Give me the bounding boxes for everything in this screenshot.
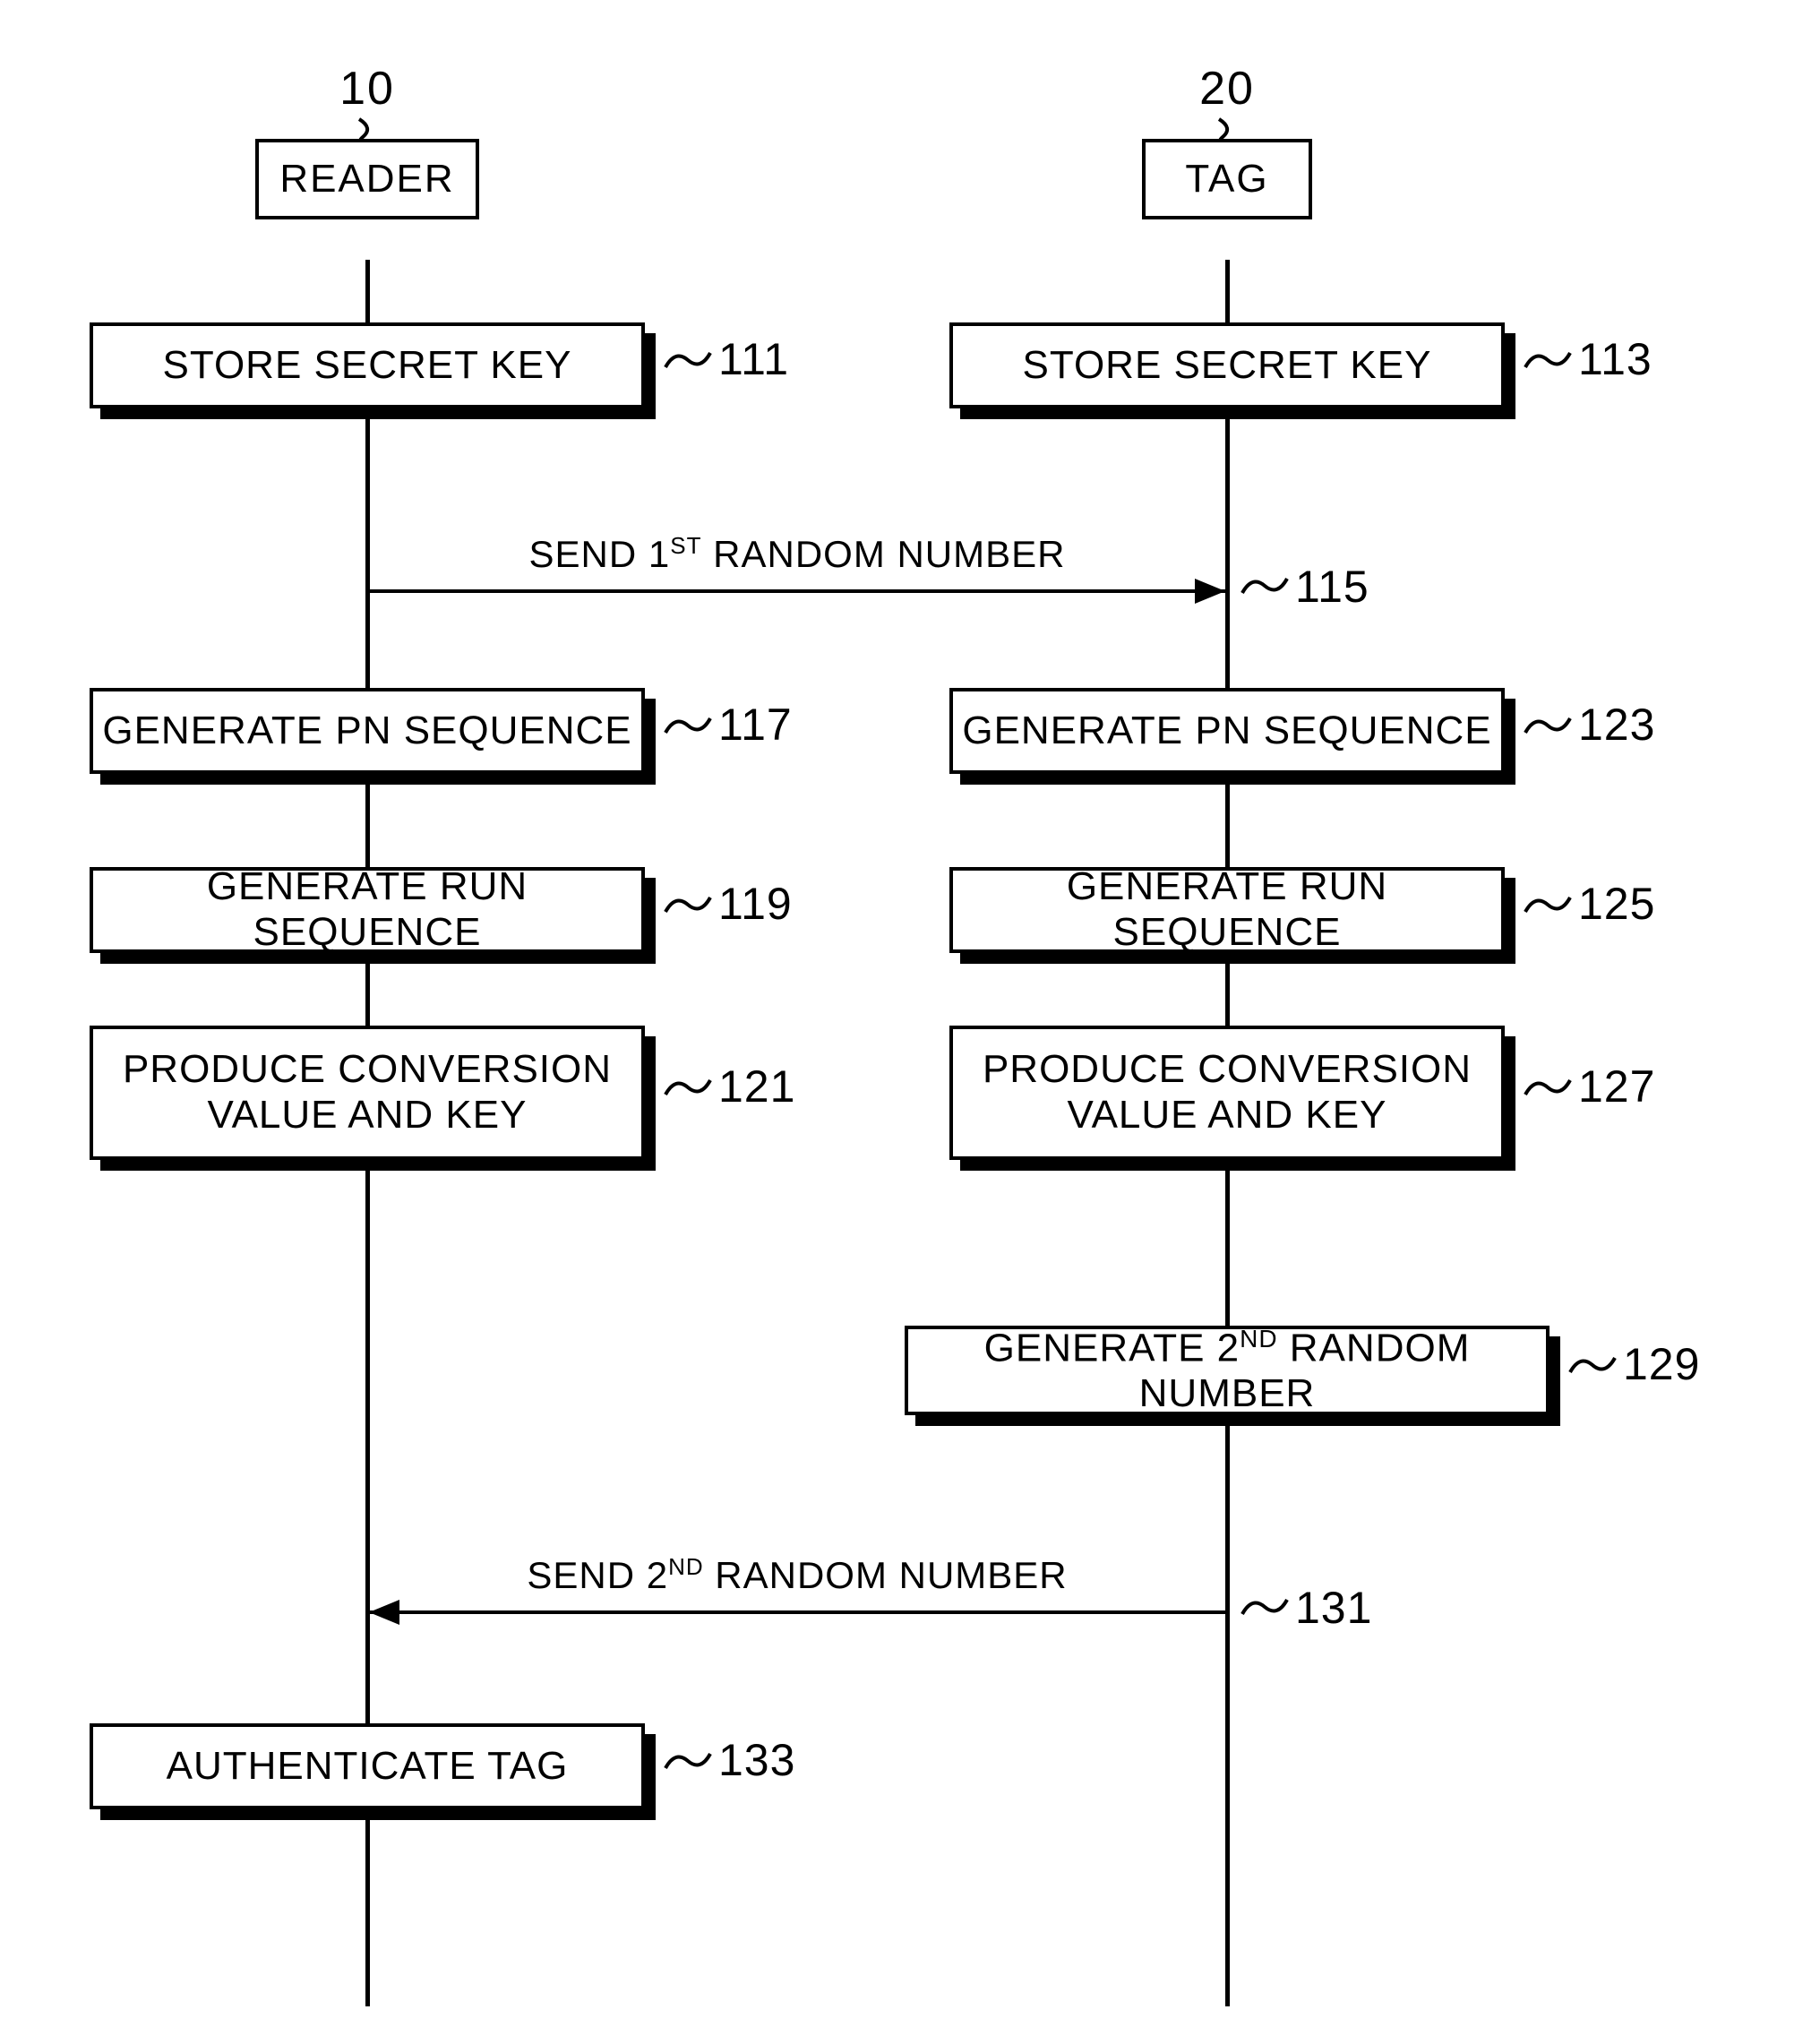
participant-header-tag: TAG <box>1142 139 1312 219</box>
message-label: SEND 2ND RANDOM NUMBER <box>527 1554 1067 1596</box>
step-box-119: GENERATE RUN SEQUENCE <box>90 867 645 953</box>
step-ref: 111 <box>718 334 789 384</box>
ref-tilde <box>1523 344 1573 376</box>
step-label: GENERATE RUN SEQUENCE <box>960 864 1494 955</box>
step-box-123: GENERATE PN SEQUENCE <box>949 688 1505 774</box>
message-arrow-line <box>369 1610 1225 1614</box>
step-box-117: GENERATE PN SEQUENCE <box>90 688 645 774</box>
step-shadow <box>645 878 656 964</box>
step-ref: 127 <box>1578 1061 1655 1112</box>
step-shadow <box>645 1734 656 1820</box>
step-label: PRODUCE CONVERSIONVALUE AND KEY <box>123 1047 612 1138</box>
step-ref-117: 117 <box>718 699 793 751</box>
step-shadow <box>100 1160 656 1171</box>
participant-number: 20 <box>1199 63 1255 115</box>
step-ref: 119 <box>718 879 793 929</box>
ref-tilde <box>663 1071 713 1104</box>
step-label: STORE SECRET KEY <box>1023 343 1432 389</box>
message-ref: 115 <box>1295 562 1369 612</box>
ref-tilde <box>1523 1071 1573 1104</box>
ref-tilde <box>663 1745 713 1777</box>
participant-label: READER <box>279 157 454 202</box>
message-arrow-line <box>369 589 1225 593</box>
message-label-131: SEND 2ND RANDOM NUMBER <box>484 1553 1111 1597</box>
step-shadow <box>1505 878 1515 964</box>
message-label: SEND 1ST RANDOM NUMBER <box>529 533 1066 575</box>
arrow-head-icon <box>369 1600 399 1625</box>
participant-number-reader: 10 <box>322 62 412 116</box>
step-shadow <box>1505 1036 1515 1171</box>
ref-tilde <box>1523 709 1573 742</box>
step-ref-121: 121 <box>718 1061 795 1112</box>
step-label: AUTHENTICATE TAG <box>167 1744 569 1790</box>
step-box-121: PRODUCE CONVERSIONVALUE AND KEY <box>90 1026 645 1160</box>
sequence-diagram: 10 READER 20 TAG STORE SECRET KEY 111 STORE SE… <box>0 0 1820 2044</box>
step-label: GENERATE 2ND RANDOM NUMBER <box>915 1325 1539 1417</box>
step-shadow <box>100 1809 656 1820</box>
step-ref: 121 <box>718 1061 795 1112</box>
step-label: GENERATE PN SEQUENCE <box>102 709 631 754</box>
step-ref-133: 133 <box>718 1734 795 1786</box>
step-ref: 129 <box>1623 1339 1700 1389</box>
arrow-head-icon <box>1195 579 1225 604</box>
step-ref: 113 <box>1578 334 1653 384</box>
step-shadow <box>915 1415 1560 1426</box>
step-ref-111: 111 <box>718 333 789 385</box>
step-ref: 123 <box>1578 700 1655 750</box>
step-ref-113: 113 <box>1578 333 1653 385</box>
step-ref-119: 119 <box>718 878 793 930</box>
participant-number-tag: 20 <box>1182 62 1272 116</box>
step-box-129: GENERATE 2ND RANDOM NUMBER <box>905 1326 1550 1415</box>
step-shadow <box>1505 333 1515 419</box>
message-ref-131: 131 <box>1295 1582 1372 1634</box>
step-shadow <box>645 699 656 785</box>
step-label: GENERATE RUN SEQUENCE <box>100 864 634 955</box>
step-ref-123: 123 <box>1578 699 1655 751</box>
step-label: GENERATE PN SEQUENCE <box>962 709 1491 754</box>
step-shadow <box>100 408 656 419</box>
message-ref-115: 115 <box>1295 561 1369 613</box>
participant-number: 10 <box>339 63 395 115</box>
step-box-133: AUTHENTICATE TAG <box>90 1723 645 1809</box>
step-shadow <box>645 1036 656 1171</box>
ref-tilde <box>1567 1349 1618 1381</box>
step-shadow <box>960 1160 1515 1171</box>
ref-tilde <box>663 344 713 376</box>
step-shadow <box>100 774 656 785</box>
step-label: STORE SECRET KEY <box>163 343 572 389</box>
step-ref: 125 <box>1578 879 1655 929</box>
ref-tilde <box>1240 1591 1290 1623</box>
step-shadow <box>960 774 1515 785</box>
ref-tilde <box>1240 570 1290 602</box>
step-shadow <box>1550 1336 1560 1426</box>
step-ref: 133 <box>718 1735 795 1785</box>
step-box-127: PRODUCE CONVERSIONVALUE AND KEY <box>949 1026 1505 1160</box>
participant-header-reader: READER <box>255 139 479 219</box>
step-label: PRODUCE CONVERSIONVALUE AND KEY <box>983 1047 1472 1138</box>
step-box-113: STORE SECRET KEY <box>949 322 1505 408</box>
message-ref: 131 <box>1295 1583 1372 1633</box>
step-ref-127: 127 <box>1578 1061 1655 1112</box>
step-box-111: STORE SECRET KEY <box>90 322 645 408</box>
step-shadow <box>1505 699 1515 785</box>
step-shadow <box>645 333 656 419</box>
step-ref-129: 129 <box>1623 1338 1700 1390</box>
ref-tilde <box>1523 889 1573 921</box>
step-box-125: GENERATE RUN SEQUENCE <box>949 867 1505 953</box>
step-ref: 117 <box>718 700 793 750</box>
participant-label: TAG <box>1185 157 1268 202</box>
step-ref-125: 125 <box>1578 878 1655 930</box>
step-shadow <box>960 408 1515 419</box>
ref-tilde <box>663 709 713 742</box>
message-label-115: SEND 1ST RANDOM NUMBER <box>484 532 1111 576</box>
ref-tilde <box>663 889 713 921</box>
